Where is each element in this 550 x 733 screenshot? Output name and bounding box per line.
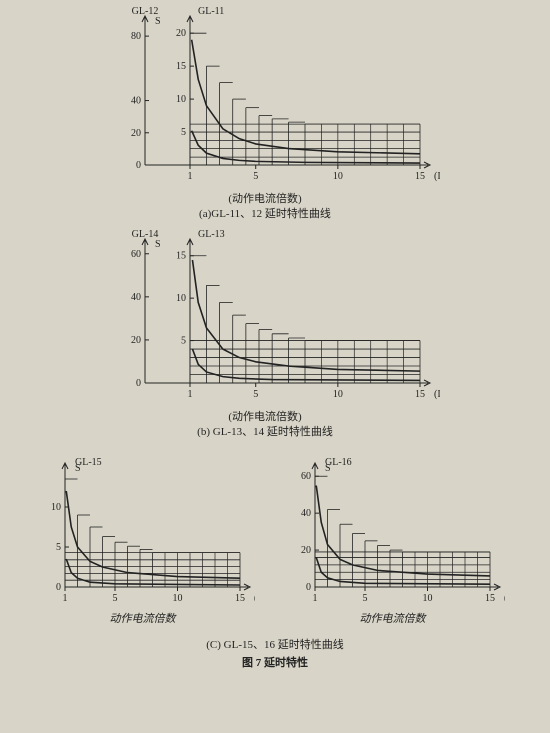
svg-text:5: 5 — [253, 171, 258, 182]
svg-text:(I): (I) — [254, 593, 255, 604]
svg-text:5: 5 — [253, 389, 258, 400]
svg-text:20: 20 — [131, 335, 141, 346]
svg-text:0: 0 — [56, 582, 61, 593]
svg-text:5: 5 — [363, 593, 368, 604]
svg-text:40: 40 — [131, 96, 141, 107]
svg-text:0: 0 — [306, 582, 311, 593]
svg-text:10: 10 — [423, 593, 433, 604]
svg-text:10: 10 — [176, 94, 186, 105]
svg-text:GL-13: GL-13 — [198, 229, 225, 240]
caption-b: (b) GL-13、14 延时特性曲线 — [90, 423, 440, 439]
xlabel-c1: 动作电流倍数 — [30, 610, 255, 626]
svg-text:20: 20 — [131, 128, 141, 139]
svg-text:10: 10 — [51, 502, 61, 513]
svg-text:(I): (I) — [434, 389, 440, 400]
svg-text:5: 5 — [181, 336, 186, 347]
svg-text:1: 1 — [63, 593, 68, 604]
figure-title: 图 7 延时特性 — [0, 654, 550, 670]
svg-text:1: 1 — [313, 593, 318, 604]
svg-text:15: 15 — [176, 61, 186, 72]
svg-text:GL-11: GL-11 — [198, 6, 224, 17]
svg-text:15: 15 — [485, 593, 495, 604]
svg-text:10: 10 — [333, 171, 343, 182]
svg-text:S: S — [155, 16, 161, 27]
svg-text:40: 40 — [131, 292, 141, 303]
svg-text:10: 10 — [173, 593, 183, 604]
svg-text:5: 5 — [181, 127, 186, 138]
svg-text:5: 5 — [113, 593, 118, 604]
svg-text:(I): (I) — [504, 593, 505, 604]
svg-text:1: 1 — [188, 171, 193, 182]
svg-text:60: 60 — [301, 471, 311, 482]
xlabel-c2: 动作电流倍数 — [280, 610, 505, 626]
svg-text:0: 0 — [136, 378, 141, 389]
svg-text:GL-16: GL-16 — [325, 457, 352, 468]
caption-c: (C) GL-15、16 延时特性曲线 — [0, 636, 550, 652]
svg-text:10: 10 — [176, 293, 186, 304]
chart-b: 020406051015151015(I)GL-14SGL-13 — [90, 228, 440, 403]
svg-text:10: 10 — [333, 389, 343, 400]
svg-text:(I): (I) — [434, 171, 440, 182]
svg-text:15: 15 — [415, 171, 425, 182]
svg-text:15: 15 — [176, 251, 186, 262]
svg-text:0: 0 — [136, 160, 141, 171]
svg-text:1: 1 — [188, 389, 193, 400]
svg-text:S: S — [155, 239, 161, 250]
svg-text:15: 15 — [235, 593, 245, 604]
xlabel-b: (动作电流倍数) — [90, 408, 440, 424]
svg-text:20: 20 — [301, 545, 311, 556]
svg-text:40: 40 — [301, 508, 311, 519]
svg-text:60: 60 — [131, 249, 141, 260]
svg-text:15: 15 — [415, 389, 425, 400]
xlabel-a: (动作电流倍数) — [90, 190, 440, 206]
chart-c2: 0204060151015(I)SGL-16 — [280, 455, 505, 605]
svg-text:20: 20 — [176, 28, 186, 39]
svg-text:80: 80 — [131, 31, 141, 42]
svg-text:GL-15: GL-15 — [75, 457, 102, 468]
caption-a: (a)GL-11、12 延时特性曲线 — [90, 205, 440, 221]
svg-text:5: 5 — [56, 542, 61, 553]
chart-a: 02040805101520151015(I)GL-12SGL-11 — [90, 5, 440, 185]
chart-c1: 0510151015(I)SGL-15 — [30, 455, 255, 605]
